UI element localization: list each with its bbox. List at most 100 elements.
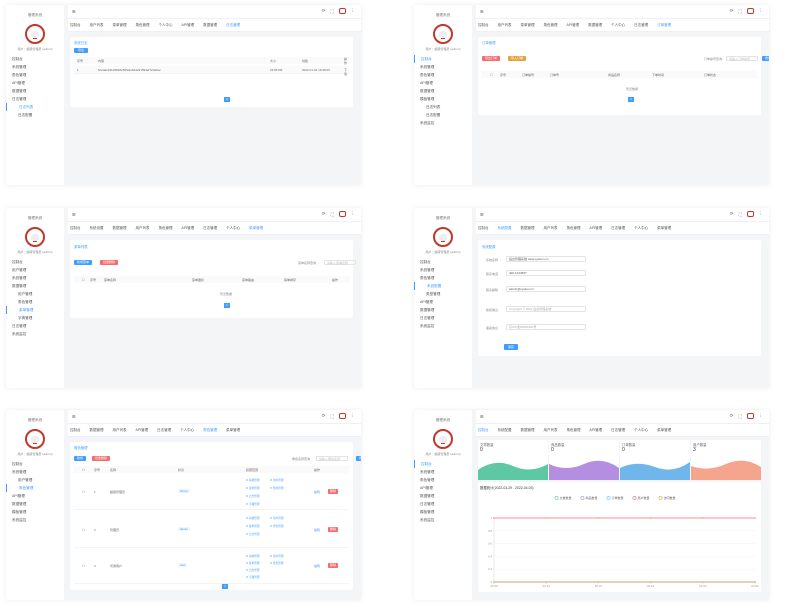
perm-checkbox[interactable]: ☑ 日志管理: [246, 495, 260, 498]
email-field[interactable]: admin@system.cn: [506, 286, 586, 292]
fullscreen-icon[interactable]: ⛶: [738, 413, 742, 419]
tab-user[interactable]: 用户列表: [497, 22, 512, 27]
menu-monitor[interactable]: 系统监控: [420, 324, 435, 328]
tab-role[interactable]: 角色管理: [158, 225, 173, 230]
page-number[interactable]: 1: [224, 303, 230, 308]
tab-role[interactable]: 角色管理: [566, 225, 581, 230]
save-button[interactable]: 保存: [504, 344, 518, 350]
menu-toggle-icon[interactable]: ☰: [72, 414, 76, 419]
menu-home[interactable]: 控制台: [414, 460, 472, 468]
search-input[interactable]: 请输入角色名称: [316, 456, 348, 461]
perm-checkbox[interactable]: ☑ 角色管理: [270, 487, 284, 490]
menu-role-sub[interactable]: 角色管理: [6, 484, 64, 492]
user-avatar-icon[interactable]: [338, 413, 346, 419]
tab-data[interactable]: 数据管理: [112, 225, 127, 230]
fullscreen-icon[interactable]: ⛶: [330, 8, 334, 14]
tab-api[interactable]: API管理: [566, 22, 580, 27]
batch-delete-button[interactable]: 批量删除: [92, 456, 110, 461]
tab-role[interactable]: 角色管理: [135, 22, 150, 27]
menu-role[interactable]: 角色管理: [420, 73, 435, 77]
menu-toggle-icon[interactable]: ☰: [480, 9, 484, 14]
tab-user[interactable]: 用户列表: [89, 22, 104, 27]
icp-field[interactable]: 京ICP备00000000号: [506, 324, 586, 330]
tab-data[interactable]: 数据管理: [203, 22, 218, 27]
perm-checkbox[interactable]: ☑ 字典管理: [246, 503, 260, 506]
menu-system[interactable]: 系统管理: [12, 276, 27, 280]
tab-order[interactable]: 订单管理: [657, 22, 672, 27]
menu-monitor[interactable]: 系统监控: [12, 518, 27, 522]
edit-button[interactable]: 编辑: [314, 528, 321, 532]
tab-home[interactable]: 控制台: [478, 22, 489, 27]
menu-user[interactable]: 用户管理: [12, 268, 27, 272]
export-button[interactable]: 导出: [74, 48, 88, 53]
tab-api[interactable]: API管理: [181, 225, 195, 230]
menu-role[interactable]: 角色管理: [420, 276, 435, 280]
tab-log[interactable]: 日志管理: [634, 22, 649, 27]
tab-config[interactable]: 系统配置: [497, 427, 512, 432]
batch-delete-button[interactable]: 批量删除: [100, 260, 118, 265]
refresh-icon[interactable]: ⟳: [729, 8, 734, 13]
menu-home[interactable]: 控制台: [12, 260, 23, 264]
tab-log[interactable]: 日志管理: [611, 427, 626, 432]
delete-button[interactable]: 删除: [328, 489, 338, 494]
tab-role[interactable]: 角色管理: [566, 427, 581, 432]
menu-home[interactable]: 控制台: [12, 462, 23, 466]
tab-role[interactable]: 角色管理: [203, 427, 218, 432]
menu-menu-sub[interactable]: 菜单管理: [6, 306, 64, 314]
perm-checkbox[interactable]: ☑ 系统管理: [246, 479, 260, 482]
tab-data[interactable]: 数据管理: [588, 22, 603, 27]
menu-template[interactable]: 模板管理: [420, 97, 435, 101]
perm-checkbox[interactable]: ☑ 系统管理: [246, 555, 260, 558]
copyright-field[interactable]: Copyright © 2022 后台管理系统: [506, 306, 586, 312]
tab-personal[interactable]: 个人中心: [226, 225, 241, 230]
perm-checkbox[interactable]: ☑ 菜单管理: [246, 525, 260, 528]
perm-checkbox[interactable]: ☑ 日志管理: [246, 533, 260, 536]
menu-api[interactable]: API管理: [12, 81, 25, 85]
tab-data[interactable]: 数据管理: [520, 225, 535, 230]
search-input[interactable]: 请输入菜单名称: [324, 260, 356, 265]
menu-api[interactable]: API管理: [420, 300, 433, 304]
search-input[interactable]: 请输入订单编号: [726, 56, 758, 61]
menu-role[interactable]: 角色管理: [420, 478, 435, 482]
tab-menu[interactable]: 菜单管理: [249, 225, 264, 230]
menu-role-sub[interactable]: 角色管理: [18, 300, 33, 304]
menu-system[interactable]: 系统管理: [420, 65, 435, 69]
menu-system[interactable]: 系统管理: [12, 470, 27, 474]
tab-log[interactable]: 日志管理: [203, 225, 218, 230]
tab-log[interactable]: 日志管理: [611, 225, 626, 230]
download-link[interactable]: 下载: [344, 68, 348, 76]
add-menu-button[interactable]: 新增菜单: [74, 260, 92, 265]
menu-log-view[interactable]: 日志列表: [6, 103, 64, 111]
menu-log-config[interactable]: 日志配置: [18, 113, 33, 117]
tab-personal[interactable]: 个人中心: [611, 22, 626, 27]
refresh-icon[interactable]: ⟳: [729, 211, 734, 216]
fullscreen-icon[interactable]: ⛶: [738, 211, 742, 217]
more-icon[interactable]: ⋮: [758, 211, 764, 216]
menu-system[interactable]: 系统管理: [420, 470, 435, 474]
refresh-icon[interactable]: ⟳: [321, 413, 326, 418]
menu-role[interactable]: 角色管理: [12, 73, 27, 77]
perm-checkbox[interactable]: ☑ 菜单管理: [246, 562, 260, 565]
search-button[interactable]: 搜索: [762, 56, 769, 61]
tab-user[interactable]: 用户列表: [543, 225, 558, 230]
delete-button[interactable]: 删除: [328, 563, 338, 568]
tab-personal[interactable]: 个人中心: [158, 22, 173, 27]
menu-monitor[interactable]: 系统监控: [420, 121, 435, 125]
search-button[interactable]: 搜索: [356, 456, 361, 461]
menu-log[interactable]: 日志管理: [420, 316, 435, 320]
tab-api[interactable]: API管理: [589, 427, 603, 432]
user-avatar-icon[interactable]: [746, 211, 754, 217]
edit-button[interactable]: 编辑: [314, 490, 321, 494]
add-role-button[interactable]: 新增: [74, 456, 86, 461]
refresh-icon[interactable]: ⟳: [321, 8, 326, 13]
tab-menu[interactable]: 菜单管理: [657, 427, 672, 432]
more-icon[interactable]: ⋮: [758, 413, 764, 418]
refresh-icon[interactable]: ⟳: [729, 413, 734, 418]
menu-data[interactable]: 数据管理: [420, 89, 435, 93]
tab-data[interactable]: 数据管理: [89, 427, 104, 432]
menu-monitor[interactable]: 系统监控: [12, 332, 27, 336]
page-number[interactable]: 1: [222, 584, 228, 589]
menu-template[interactable]: 模板管理: [12, 510, 27, 514]
menu-toggle-icon[interactable]: ☰: [72, 212, 76, 217]
menu-api[interactable]: API管理: [12, 494, 25, 498]
